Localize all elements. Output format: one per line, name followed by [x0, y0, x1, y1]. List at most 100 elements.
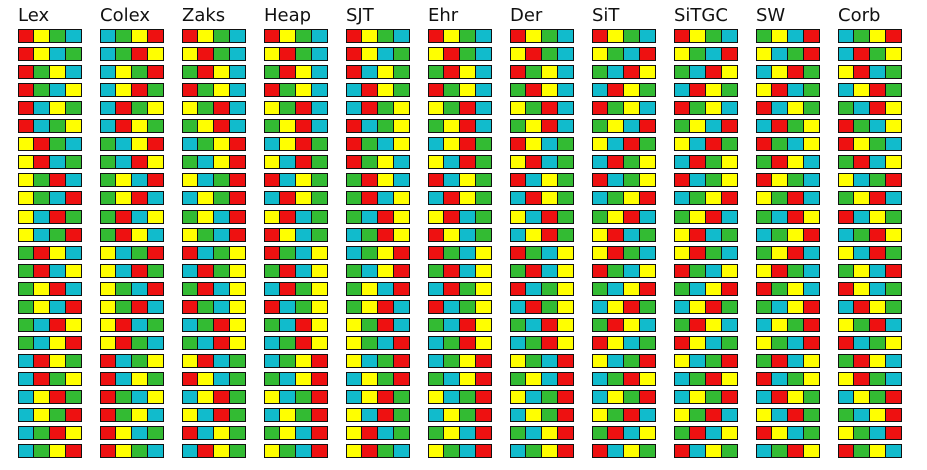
permutation-row: [18, 408, 82, 422]
color-cell: [639, 191, 656, 205]
color-cell: [100, 137, 116, 151]
color-cell: [721, 210, 738, 224]
color-cell: [721, 318, 738, 332]
color-cell: [541, 155, 558, 169]
color-cell: [279, 137, 296, 151]
color-cell: [803, 426, 820, 440]
color-cell: [557, 300, 574, 314]
color-cell: [838, 354, 854, 368]
color-cell: [428, 246, 444, 260]
color-cell: [557, 119, 574, 133]
color-cell: [475, 390, 492, 404]
color-cell: [689, 65, 706, 79]
color-cell: [131, 336, 148, 350]
permutation-row: [100, 444, 164, 458]
permutation-row: [674, 372, 738, 386]
color-cell: [623, 300, 640, 314]
permutation-row: [264, 444, 328, 458]
color-cell: [115, 246, 132, 260]
color-cell: [689, 228, 706, 242]
color-cell: [295, 300, 312, 314]
permutation-row: [428, 300, 492, 314]
color-cell: [229, 29, 246, 43]
color-cell: [361, 264, 378, 278]
color-cell: [639, 228, 656, 242]
color-cell: [377, 354, 394, 368]
color-cell: [674, 83, 690, 97]
color-cell: [279, 444, 296, 458]
color-cell: [49, 444, 66, 458]
color-cell: [459, 191, 476, 205]
color-cell: [443, 228, 460, 242]
color-cell: [229, 47, 246, 61]
permutation-row: [428, 173, 492, 187]
color-cell: [115, 83, 132, 97]
color-cell: [361, 47, 378, 61]
color-cell: [885, 228, 902, 242]
color-cell: [475, 354, 492, 368]
color-cell: [213, 155, 230, 169]
color-cell: [361, 408, 378, 422]
color-cell: [787, 228, 804, 242]
color-cell: [885, 390, 902, 404]
color-cell: [197, 264, 214, 278]
color-cell: [592, 47, 608, 61]
color-cell: [705, 444, 722, 458]
color-cell: [674, 264, 690, 278]
color-cell: [65, 390, 82, 404]
permutation-row: [592, 137, 656, 151]
color-cell: [639, 29, 656, 43]
color-cell: [475, 47, 492, 61]
permutation-row: [592, 390, 656, 404]
color-cell: [213, 29, 230, 43]
color-cell: [33, 119, 50, 133]
permutation-row: [510, 137, 574, 151]
color-cell: [361, 29, 378, 43]
permutation-row: [510, 65, 574, 79]
color-cell: [525, 246, 542, 260]
color-cell: [689, 119, 706, 133]
color-cell: [377, 318, 394, 332]
color-cell: [443, 137, 460, 151]
color-cell: [475, 336, 492, 350]
color-cell: [264, 47, 280, 61]
color-cell: [229, 336, 246, 350]
permutation-row: [182, 191, 246, 205]
color-cell: [182, 228, 198, 242]
color-cell: [115, 65, 132, 79]
color-cell: [853, 264, 870, 278]
color-cell: [592, 191, 608, 205]
color-cell: [18, 390, 34, 404]
color-cell: [428, 83, 444, 97]
color-cell: [853, 210, 870, 224]
color-cell: [346, 318, 362, 332]
color-cell: [264, 155, 280, 169]
permutation-row: [674, 65, 738, 79]
color-cell: [803, 390, 820, 404]
permutation-row: [674, 101, 738, 115]
color-cell: [607, 173, 624, 187]
permutation-row: [428, 191, 492, 205]
color-cell: [393, 318, 410, 332]
color-cell: [607, 246, 624, 260]
color-cell: [541, 137, 558, 151]
permutation-row: [510, 444, 574, 458]
color-cell: [443, 282, 460, 296]
color-cell: [131, 83, 148, 97]
color-cell: [674, 29, 690, 43]
color-cell: [705, 47, 722, 61]
color-cell: [428, 191, 444, 205]
color-cell: [475, 101, 492, 115]
color-cell: [459, 137, 476, 151]
permutation-row: [100, 282, 164, 296]
color-cell: [147, 155, 164, 169]
color-cell: [346, 47, 362, 61]
color-cell: [115, 282, 132, 296]
color-cell: [100, 83, 116, 97]
color-cell: [869, 390, 886, 404]
color-cell: [18, 372, 34, 386]
permutation-row: [674, 155, 738, 169]
color-cell: [393, 444, 410, 458]
permutation-row: [510, 83, 574, 97]
color-cell: [787, 354, 804, 368]
